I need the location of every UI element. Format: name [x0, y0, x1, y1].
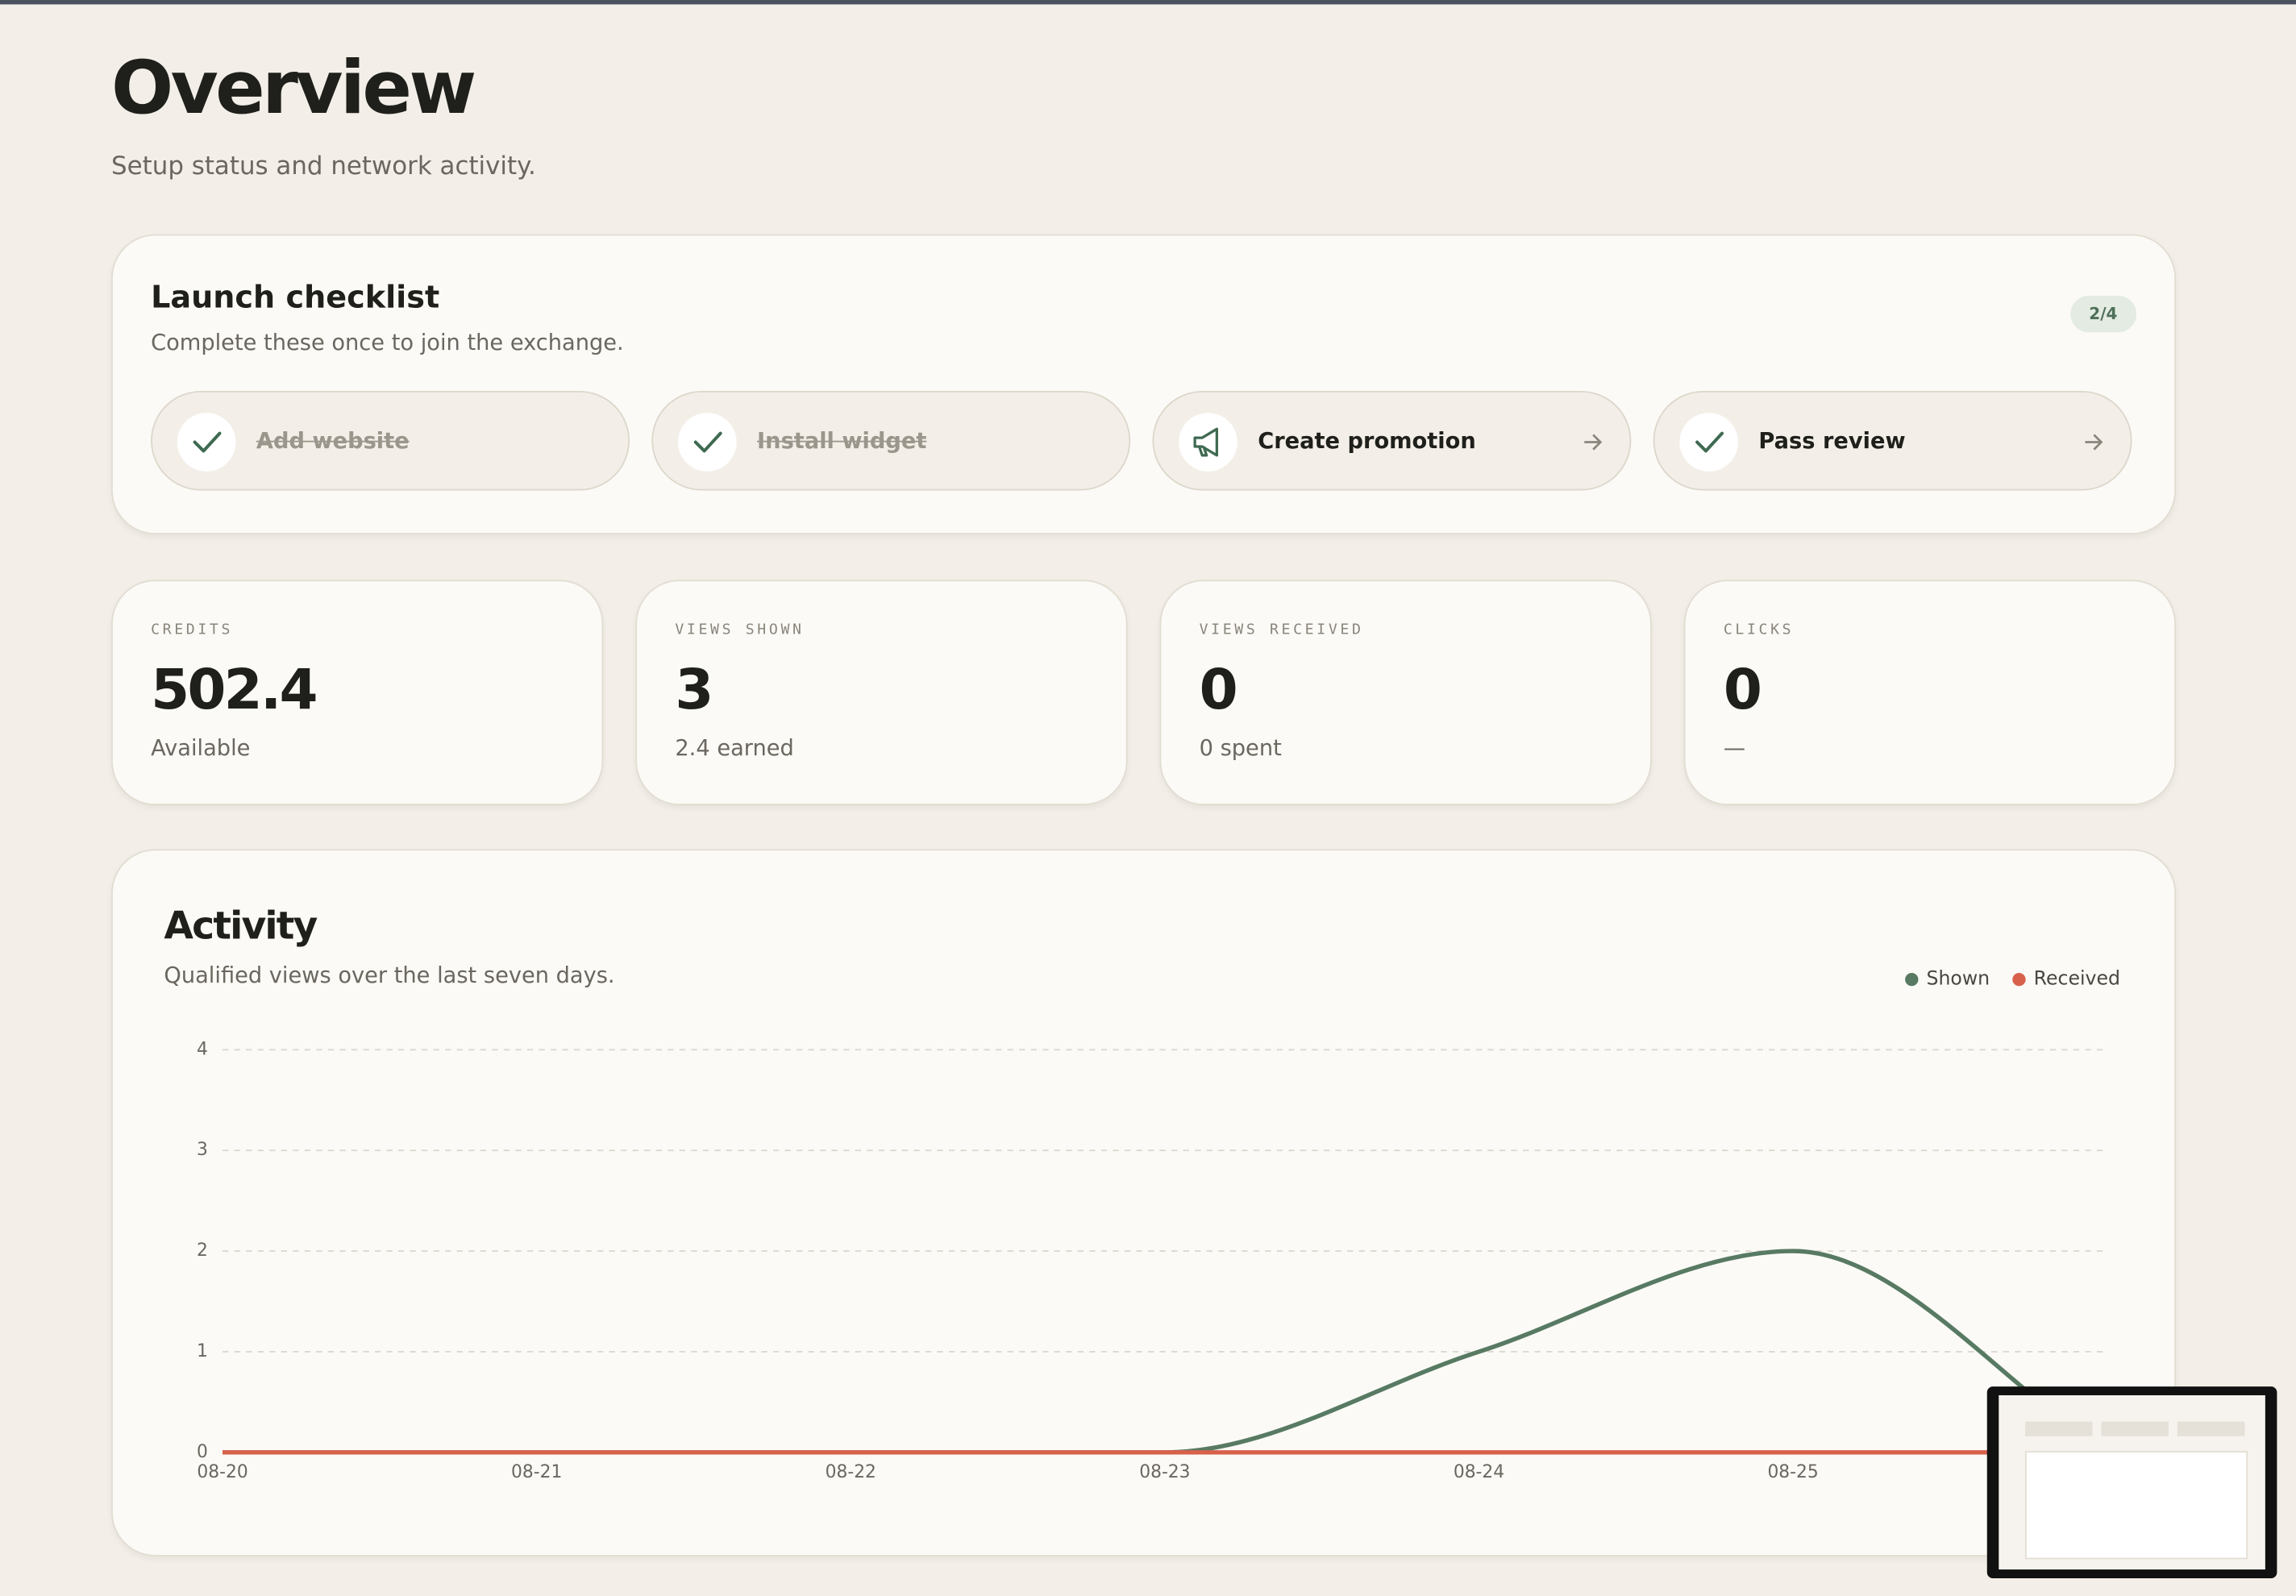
item-label: Create promotion: [1258, 427, 1476, 455]
stat-label: VIEWS RECEIVED: [1199, 621, 1364, 638]
y-tick-label: 1: [197, 1341, 208, 1361]
item-icon: [677, 413, 737, 472]
check-icon: [193, 431, 222, 453]
stat-value: 502.4: [151, 657, 318, 722]
checklist-title: Launch checklist: [151, 279, 440, 315]
y-tick-label: 2: [197, 1241, 208, 1261]
checklist-item[interactable]: Add website: [151, 390, 630, 491]
stat-label: CREDITS: [151, 621, 234, 638]
activity-card: [111, 849, 2177, 1557]
legend-label: Shown: [1926, 967, 1990, 990]
y-tick-label: 3: [197, 1140, 208, 1160]
item-label: Add website: [256, 427, 410, 455]
legend-swatch: [1905, 972, 1919, 987]
legend-swatch: [2012, 972, 2026, 987]
item-icon: [177, 413, 236, 472]
preview-thumbnail[interactable]: [1986, 1386, 2277, 1579]
item-arrow: [2084, 430, 2104, 459]
checklist-card: Launch checklist Complete these once to …: [111, 234, 2177, 534]
x-tick-label: 08-25: [1767, 1462, 1818, 1482]
x-tick-label: 08-23: [1139, 1462, 1190, 1482]
item-icon: [1179, 413, 1237, 472]
stat-note: —: [1723, 734, 1746, 762]
page-title: Overview: [111, 45, 476, 131]
checklist-item[interactable]: Pass review: [1653, 390, 2132, 491]
arrow-icon: [2085, 434, 2103, 451]
stat-value: 3: [675, 657, 713, 722]
stat-note: 2.4 earned: [675, 734, 794, 762]
activity-chart: Activity Qualified views over the last s…: [164, 904, 2120, 1483]
stat-label: CLICKS: [1723, 621, 1795, 638]
chart-subtitle: Qualified views over the last seven days…: [164, 963, 614, 988]
y-tick-label: 0: [197, 1442, 208, 1462]
stat-card: VIEWS RECEIVED 0 0 spent: [1159, 580, 1652, 805]
check-icon: [1695, 431, 1724, 453]
checklist-item[interactable]: Create promotion: [1152, 390, 1632, 491]
x-tick-label: 08-21: [511, 1462, 562, 1482]
stat-label: VIEWS SHOWN: [675, 621, 805, 638]
item-arrow: [1583, 430, 1603, 459]
page-subtitle: Setup status and network activity.: [111, 152, 536, 182]
x-tick-label: 08-22: [826, 1462, 876, 1482]
stat-value: 0: [1723, 657, 1762, 722]
stat-card: VIEWS SHOWN 3 2.4 earned: [635, 580, 1128, 805]
stat-card: CLICKS 0 —: [1683, 580, 2177, 805]
y-tick-label: 4: [197, 1039, 208, 1059]
x-tick-label: 08-20: [197, 1462, 247, 1482]
item-label: Install widget: [757, 427, 927, 455]
x-tick-label: 08-24: [1454, 1462, 1504, 1482]
chart-title: Activity: [164, 904, 317, 949]
stat-note: 0 spent: [1199, 734, 1282, 762]
item-label: Pass review: [1758, 427, 1906, 455]
stat-value: 0: [1199, 657, 1238, 722]
item-icon: [1679, 413, 1738, 472]
stat-card: CREDITS 502.4 Available: [111, 580, 604, 805]
arrow-icon: [1584, 434, 1603, 451]
stat-note: Available: [151, 734, 251, 762]
checklist-item[interactable]: Install widget: [651, 390, 1131, 491]
legend-label: Received: [2034, 967, 2120, 990]
checklist-subtitle: Complete these once to join the exchange…: [151, 329, 624, 356]
check-icon: [693, 431, 722, 453]
progress-badge: 2/4: [2069, 295, 2137, 333]
megaphone-icon: [1193, 427, 1219, 457]
